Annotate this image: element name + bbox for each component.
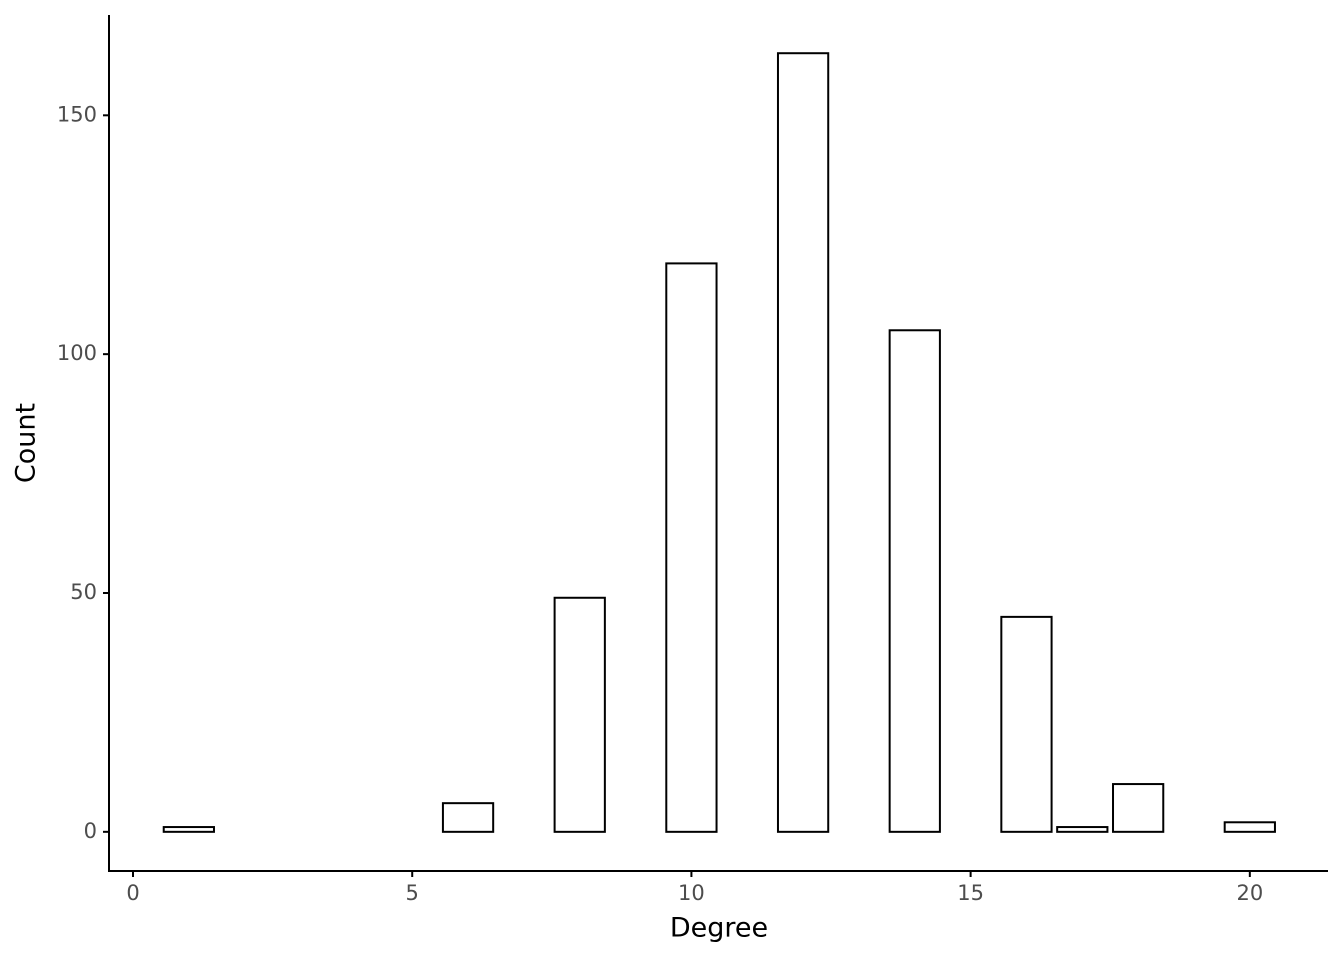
x-axis-title: Degree: [670, 913, 768, 944]
bar: [888, 329, 941, 833]
x-tick-label: 20: [1236, 881, 1263, 905]
bar: [1056, 826, 1109, 833]
y-tick-label: 100: [57, 341, 97, 365]
y-axis-title: Count: [11, 403, 42, 483]
y-tick-label: 150: [57, 102, 97, 126]
bar: [1223, 821, 1276, 833]
bar: [441, 802, 495, 833]
x-tick-label: 5: [406, 881, 419, 905]
bar: [162, 826, 215, 833]
y-tick-label: 50: [70, 580, 97, 604]
x-tick-label: 15: [957, 881, 984, 905]
bar: [1000, 615, 1053, 833]
x-tick-label: 0: [126, 881, 139, 905]
bar: [776, 52, 830, 833]
y-tick-label: 0: [84, 819, 97, 843]
bar: [553, 596, 606, 833]
bar: [1112, 783, 1165, 833]
x-tick-label: 10: [678, 881, 705, 905]
bar: [665, 262, 718, 833]
